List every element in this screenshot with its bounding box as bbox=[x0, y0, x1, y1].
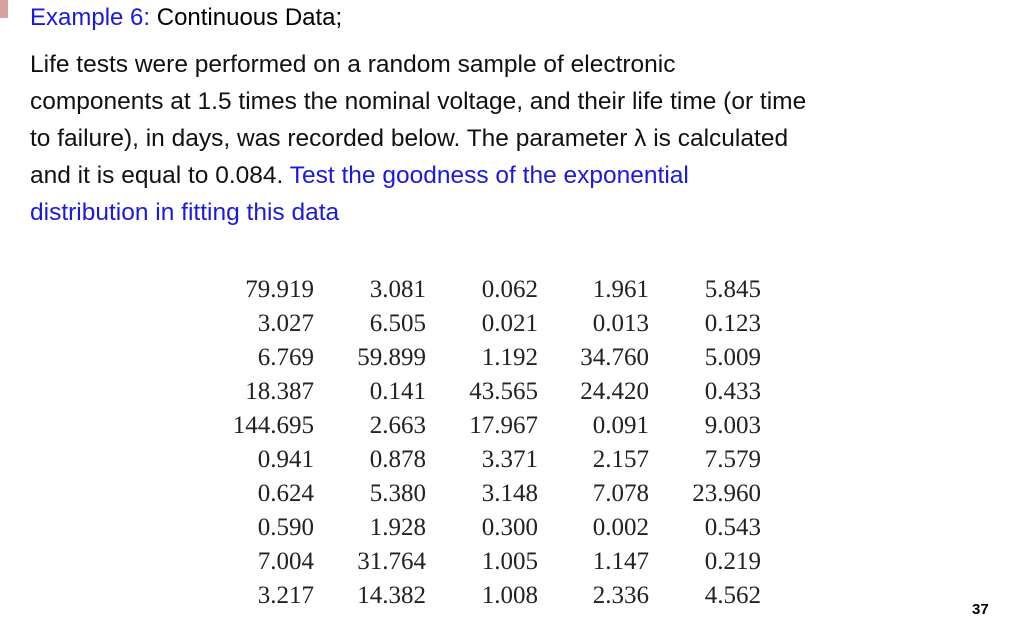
table-cell: 0.300 bbox=[481, 514, 538, 541]
table-cell: 2.336 bbox=[592, 582, 649, 609]
table-cell: 18.387 bbox=[245, 378, 314, 405]
table-cell: 5.845 bbox=[704, 276, 761, 303]
table-cell: 5.380 bbox=[369, 480, 426, 507]
table-cell: 3.371 bbox=[481, 446, 538, 473]
table-cell: 6.505 bbox=[369, 310, 426, 337]
table-cell: 6.769 bbox=[257, 344, 314, 371]
table-cell: 0.013 bbox=[592, 310, 649, 337]
body-line: components at 1.5 times the nominal volt… bbox=[30, 88, 807, 115]
table-cell: 24.420 bbox=[580, 378, 649, 405]
table-cell: 31.764 bbox=[357, 548, 426, 575]
table-cell: 1.147 bbox=[592, 548, 649, 575]
table-cell: 43.565 bbox=[469, 378, 538, 405]
table-cell: 1.005 bbox=[481, 548, 538, 575]
body-line: Life tests were performed on a random sa… bbox=[30, 51, 676, 78]
table-cell: 0.624 bbox=[257, 480, 314, 507]
table-cell: 0.543 bbox=[704, 514, 761, 541]
table-cell: 4.562 bbox=[704, 582, 761, 609]
table-cell: 0.123 bbox=[704, 310, 761, 337]
table-cell: 1.961 bbox=[592, 276, 649, 303]
table-cell: 1.008 bbox=[481, 582, 538, 609]
body-text: Life tests were performed on a random sa… bbox=[30, 46, 806, 231]
highlight-line: distribution in fitting this data bbox=[30, 199, 340, 226]
table-cell: 3.081 bbox=[369, 276, 426, 303]
table-cell: 0.219 bbox=[704, 548, 761, 575]
table-cell: 0.021 bbox=[481, 310, 538, 337]
table-cell: 144.695 bbox=[232, 412, 314, 439]
table-cell: 0.941 bbox=[257, 446, 314, 473]
table-cell: 0.433 bbox=[704, 378, 761, 405]
page-number: 37 bbox=[972, 601, 989, 618]
table-cell: 34.760 bbox=[580, 344, 649, 371]
table-cell: 14.382 bbox=[357, 582, 426, 609]
corner-accent bbox=[0, 0, 8, 18]
title-text: Continuous Data; bbox=[156, 4, 343, 31]
table-cell: 59.899 bbox=[357, 344, 426, 371]
highlight-text: Test the goodness of the exponential bbox=[289, 162, 689, 189]
table-cell: 17.967 bbox=[469, 412, 538, 439]
table-cell: 0.002 bbox=[592, 514, 649, 541]
table-cell: 7.004 bbox=[257, 548, 314, 575]
body-line: to failure), in days, was recorded below… bbox=[30, 125, 789, 152]
table-cell: 1.192 bbox=[481, 344, 538, 371]
table-cell: 9.003 bbox=[704, 412, 761, 439]
table-cell: 0.062 bbox=[481, 276, 538, 303]
table-cell: 3.217 bbox=[257, 582, 314, 609]
title: Example 6: Continuous Data; bbox=[30, 4, 342, 32]
table-cell: 2.663 bbox=[369, 412, 426, 439]
table-cell: 23.960 bbox=[692, 480, 761, 507]
table-cell: 0.878 bbox=[369, 446, 426, 473]
table-cell: 7.078 bbox=[592, 480, 649, 507]
table-cell: 0.590 bbox=[257, 514, 314, 541]
table-cell: 3.148 bbox=[481, 480, 538, 507]
table-cell: 7.579 bbox=[704, 446, 761, 473]
title-label: Example 6: bbox=[30, 4, 151, 31]
body-text-part: and it is equal to 0.084. bbox=[30, 162, 284, 189]
table-cell: 0.091 bbox=[592, 412, 649, 439]
table-cell: 0.141 bbox=[369, 378, 426, 405]
table-cell: 79.919 bbox=[245, 276, 314, 303]
table-cell: 2.157 bbox=[592, 446, 649, 473]
table-cell: 3.027 bbox=[257, 310, 314, 337]
table-cell: 5.009 bbox=[704, 344, 761, 371]
table-cell: 1.928 bbox=[369, 514, 426, 541]
body-line: and it is equal to 0.084. Test the goodn… bbox=[30, 157, 806, 194]
